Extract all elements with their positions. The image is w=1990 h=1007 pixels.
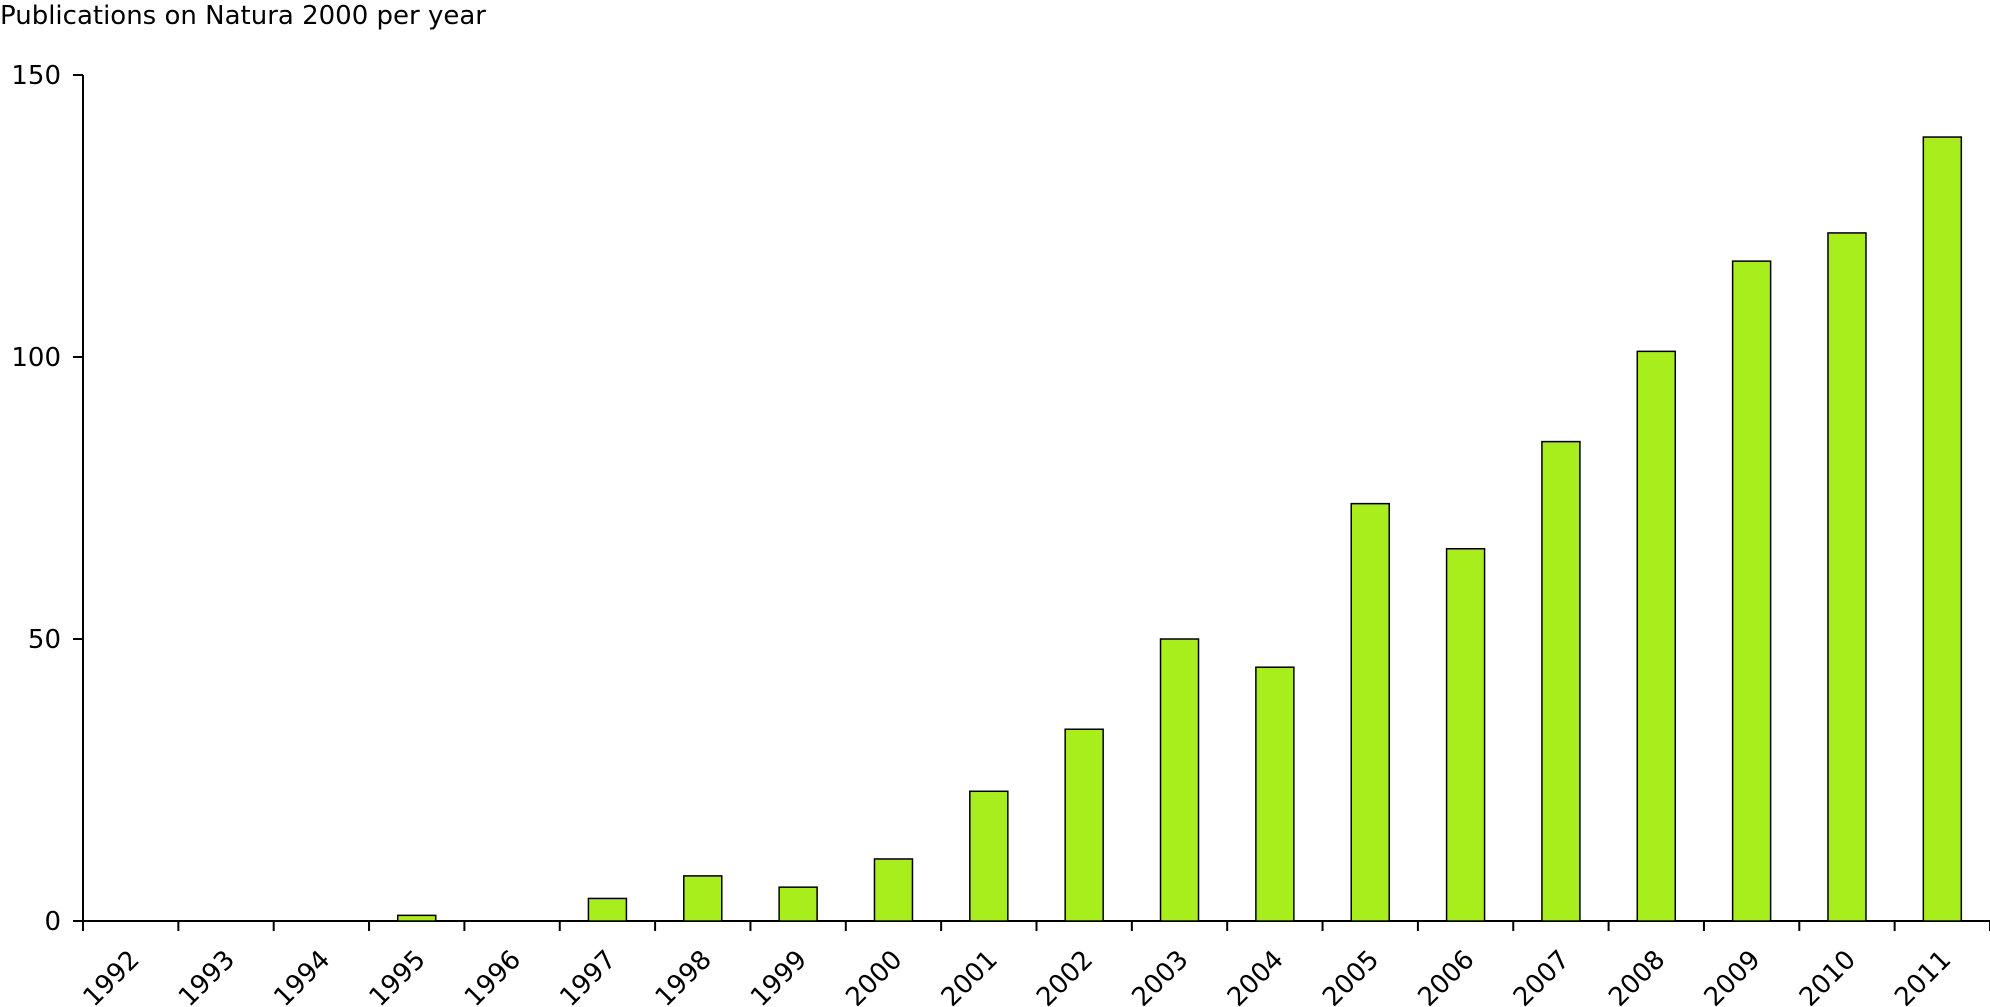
y-tick-label: 0 [44,907,61,937]
x-tick-label: 2005 [1317,945,1385,1007]
x-tick-label: 1996 [459,945,527,1007]
y-axis: 0 50 100 150 [11,61,84,937]
bars [396,136,1963,922]
bar-2008 [1636,350,1677,922]
bar-2010 [1827,232,1867,922]
x-tick-label: 1995 [364,945,432,1007]
x-tick-label: 2008 [1603,945,1671,1007]
chart-title: Publications on Natura 2000 per year [0,1,486,31]
x-tick-label: 2002 [1031,945,1099,1007]
bar-1998 [683,875,723,922]
bar-2011 [1922,136,1963,922]
x-tick-label: 2000 [840,945,908,1007]
bar-2001 [969,790,1009,922]
y-tick-label: 50 [28,625,61,655]
x-tick-label: 1992 [78,945,146,1007]
x-tick-label: 2007 [1508,945,1576,1007]
bar-2006 [1445,548,1486,922]
x-tick-label: 2010 [1794,945,1862,1007]
bar-2007 [1541,440,1581,922]
bar-2009 [1731,260,1772,922]
x-tick-label: 1997 [554,945,622,1007]
bar-2004 [1255,666,1295,922]
x-tick-label: 1999 [745,945,813,1007]
x-tick-label: 2003 [1126,945,1194,1007]
bar-1999 [778,886,818,922]
x-tick-label: 2006 [1413,945,1481,1007]
x-tick-label: 1994 [268,945,336,1007]
bar-2005 [1350,502,1390,922]
y-tick-label: 100 [11,343,61,373]
x-tick-label: 1998 [650,945,718,1007]
bar-2000 [873,858,914,922]
x-tick-label: 2011 [1889,945,1957,1007]
bar-1995 [396,914,437,922]
x-tick-label: 2009 [1699,945,1767,1007]
x-tick-label: 2004 [1222,945,1290,1007]
x-tick-label: 1993 [173,945,241,1007]
x-tick-label: 2001 [936,945,1004,1007]
y-tick-label: 150 [11,61,61,91]
bar-2002 [1064,728,1104,922]
bar-2003 [1159,638,1200,922]
bar-1997 [587,897,628,922]
x-axis: 1992 1993 1994 1995 1996 1997 1998 1999 2000 2001… [78,920,1990,1007]
